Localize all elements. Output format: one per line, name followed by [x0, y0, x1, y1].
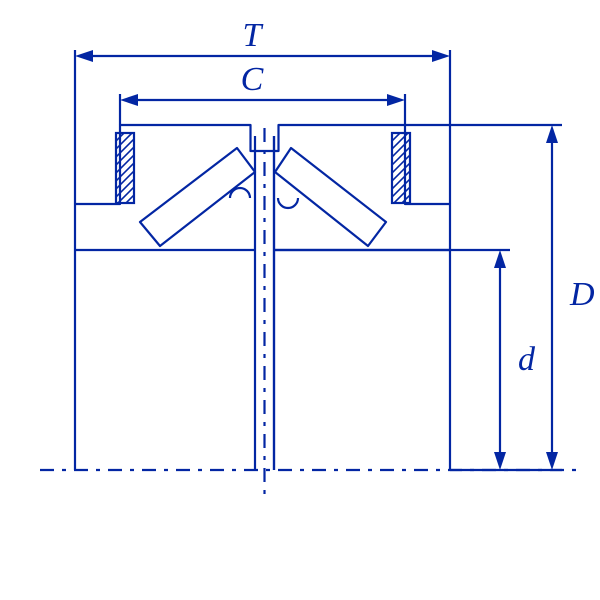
- dim-label: d: [518, 341, 536, 378]
- dim-label: C: [241, 61, 264, 98]
- dim-label: D: [569, 276, 595, 313]
- dim-label: T: [243, 17, 264, 54]
